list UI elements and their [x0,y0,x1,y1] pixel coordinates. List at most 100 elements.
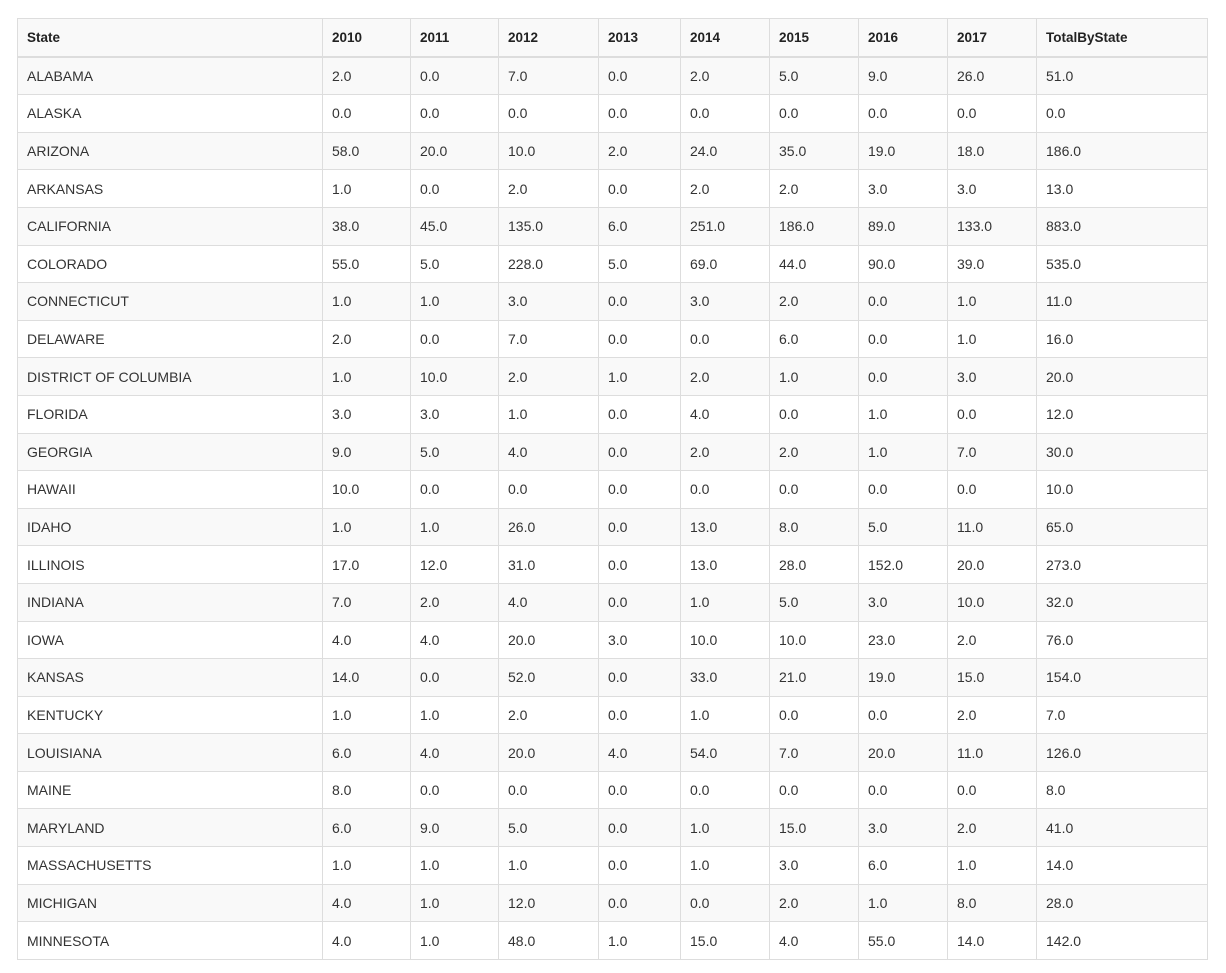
year-value-cell: 0.0 [410,470,499,509]
state-cell: ILLINOIS [17,545,323,584]
year-value-cell: 1.0 [947,319,1037,359]
year-value-cell: 7.0 [498,319,599,359]
year-value-cell: 2.0 [680,169,770,208]
column-header-totalbystate[interactable]: TotalByState [1036,17,1208,58]
year-value-cell: 4.0 [322,921,411,960]
column-header-2010[interactable]: 2010 [322,17,411,58]
column-header-2017[interactable]: 2017 [947,17,1037,58]
year-value-cell: 5.0 [769,56,859,96]
state-cell: ALABAMA [17,56,323,96]
year-value-cell: 8.0 [769,507,859,547]
year-value-cell: 0.0 [598,282,681,321]
total-cell: 186.0 [1036,131,1208,171]
state-cell: ARIZONA [17,131,323,171]
year-value-cell: 3.0 [947,169,1037,208]
year-value-cell: 0.0 [598,507,681,547]
year-value-cell: 1.0 [322,169,411,208]
table-header: State 2010 2011 2012 2013 2014 2015 2016 2017 Tot… [17,17,1208,58]
year-value-cell: 2.0 [498,169,599,208]
year-value-cell: 8.0 [322,770,411,810]
state-cell: CONNECTICUT [17,282,323,321]
column-header-2013[interactable]: 2013 [598,17,681,58]
year-value-cell: 0.0 [680,770,770,810]
year-value-cell: 23.0 [858,620,948,660]
year-value-cell: 4.0 [410,620,499,660]
year-value-cell: 0.0 [410,56,499,96]
year-value-cell: 5.0 [498,808,599,848]
year-value-cell: 0.0 [769,94,859,133]
year-value-cell: 15.0 [769,808,859,848]
year-value-cell: 0.0 [680,883,770,923]
year-value-cell: 10.0 [947,582,1037,622]
year-value-cell: 9.0 [410,808,499,848]
state-cell: HAWAII [17,470,323,509]
total-cell: 12.0 [1036,394,1208,434]
table-row: KANSAS 14.0 0.0 52.0 0.0 33.0 21.0 19.0 15.0 154.… [17,658,1208,697]
year-value-cell: 90.0 [858,244,948,284]
header-row: State 2010 2011 2012 2013 2014 2015 2016 2017 Tot… [17,17,1208,58]
year-value-cell: 7.0 [322,582,411,622]
year-value-cell: 4.0 [410,733,499,772]
year-value-cell: 4.0 [680,394,770,434]
year-value-cell: 89.0 [858,206,948,246]
year-value-cell: 9.0 [858,56,948,96]
year-value-cell: 2.0 [769,169,859,208]
year-value-cell: 2.0 [769,883,859,923]
year-value-cell: 8.0 [947,883,1037,923]
year-value-cell: 58.0 [322,131,411,171]
total-cell: 126.0 [1036,733,1208,772]
year-value-cell: 33.0 [680,658,770,697]
table-row: COLORADO 55.0 5.0 228.0 5.0 69.0 44.0 90.0 39.0 5… [17,244,1208,284]
year-value-cell: 31.0 [498,545,599,584]
year-value-cell: 0.0 [858,94,948,133]
total-cell: 8.0 [1036,770,1208,810]
year-value-cell: 2.0 [680,357,770,396]
year-value-cell: 2.0 [947,695,1037,735]
column-header-state[interactable]: State [17,17,323,58]
year-value-cell: 6.0 [598,206,681,246]
table-row: ALASKA 0.0 0.0 0.0 0.0 0.0 0.0 0.0 0.0 0.0 [17,94,1208,133]
column-header-2015[interactable]: 2015 [769,17,859,58]
year-value-cell: 20.0 [498,620,599,660]
year-value-cell: 11.0 [947,733,1037,772]
year-value-cell: 38.0 [322,206,411,246]
year-value-cell: 2.0 [410,582,499,622]
year-value-cell: 0.0 [947,770,1037,810]
column-header-2012[interactable]: 2012 [498,17,599,58]
year-value-cell: 10.0 [498,131,599,171]
year-value-cell: 5.0 [858,507,948,547]
year-value-cell: 20.0 [410,131,499,171]
year-value-cell: 3.0 [947,357,1037,396]
year-value-cell: 1.0 [858,394,948,434]
year-value-cell: 1.0 [410,507,499,547]
year-value-cell: 1.0 [410,921,499,960]
year-value-cell: 48.0 [498,921,599,960]
year-value-cell: 54.0 [680,733,770,772]
table-row: MARYLAND 6.0 9.0 5.0 0.0 1.0 15.0 3.0 2.0 41.0 [17,808,1208,848]
year-value-cell: 133.0 [947,206,1037,246]
year-value-cell: 1.0 [322,507,411,547]
year-value-cell: 0.0 [598,658,681,697]
total-cell: 28.0 [1036,883,1208,923]
state-cell: ALASKA [17,94,323,133]
year-value-cell: 15.0 [680,921,770,960]
year-value-cell: 0.0 [858,357,948,396]
state-cell: MAINE [17,770,323,810]
state-cell: KANSAS [17,658,323,697]
year-value-cell: 0.0 [598,545,681,584]
year-value-cell: 14.0 [947,921,1037,960]
year-value-cell: 2.0 [947,808,1037,848]
column-header-2016[interactable]: 2016 [858,17,948,58]
year-value-cell: 12.0 [410,545,499,584]
column-header-2011[interactable]: 2011 [410,17,499,58]
year-value-cell: 3.0 [858,582,948,622]
year-value-cell: 3.0 [680,282,770,321]
year-value-cell: 228.0 [498,244,599,284]
year-value-cell: 3.0 [322,394,411,434]
table-row: HAWAII 10.0 0.0 0.0 0.0 0.0 0.0 0.0 0.0 10.0 [17,470,1208,509]
year-value-cell: 4.0 [769,921,859,960]
table-row: ALABAMA 2.0 0.0 7.0 0.0 2.0 5.0 9.0 26.0 51.0 [17,56,1208,96]
total-cell: 10.0 [1036,470,1208,509]
year-value-cell: 14.0 [322,658,411,697]
column-header-2014[interactable]: 2014 [680,17,770,58]
